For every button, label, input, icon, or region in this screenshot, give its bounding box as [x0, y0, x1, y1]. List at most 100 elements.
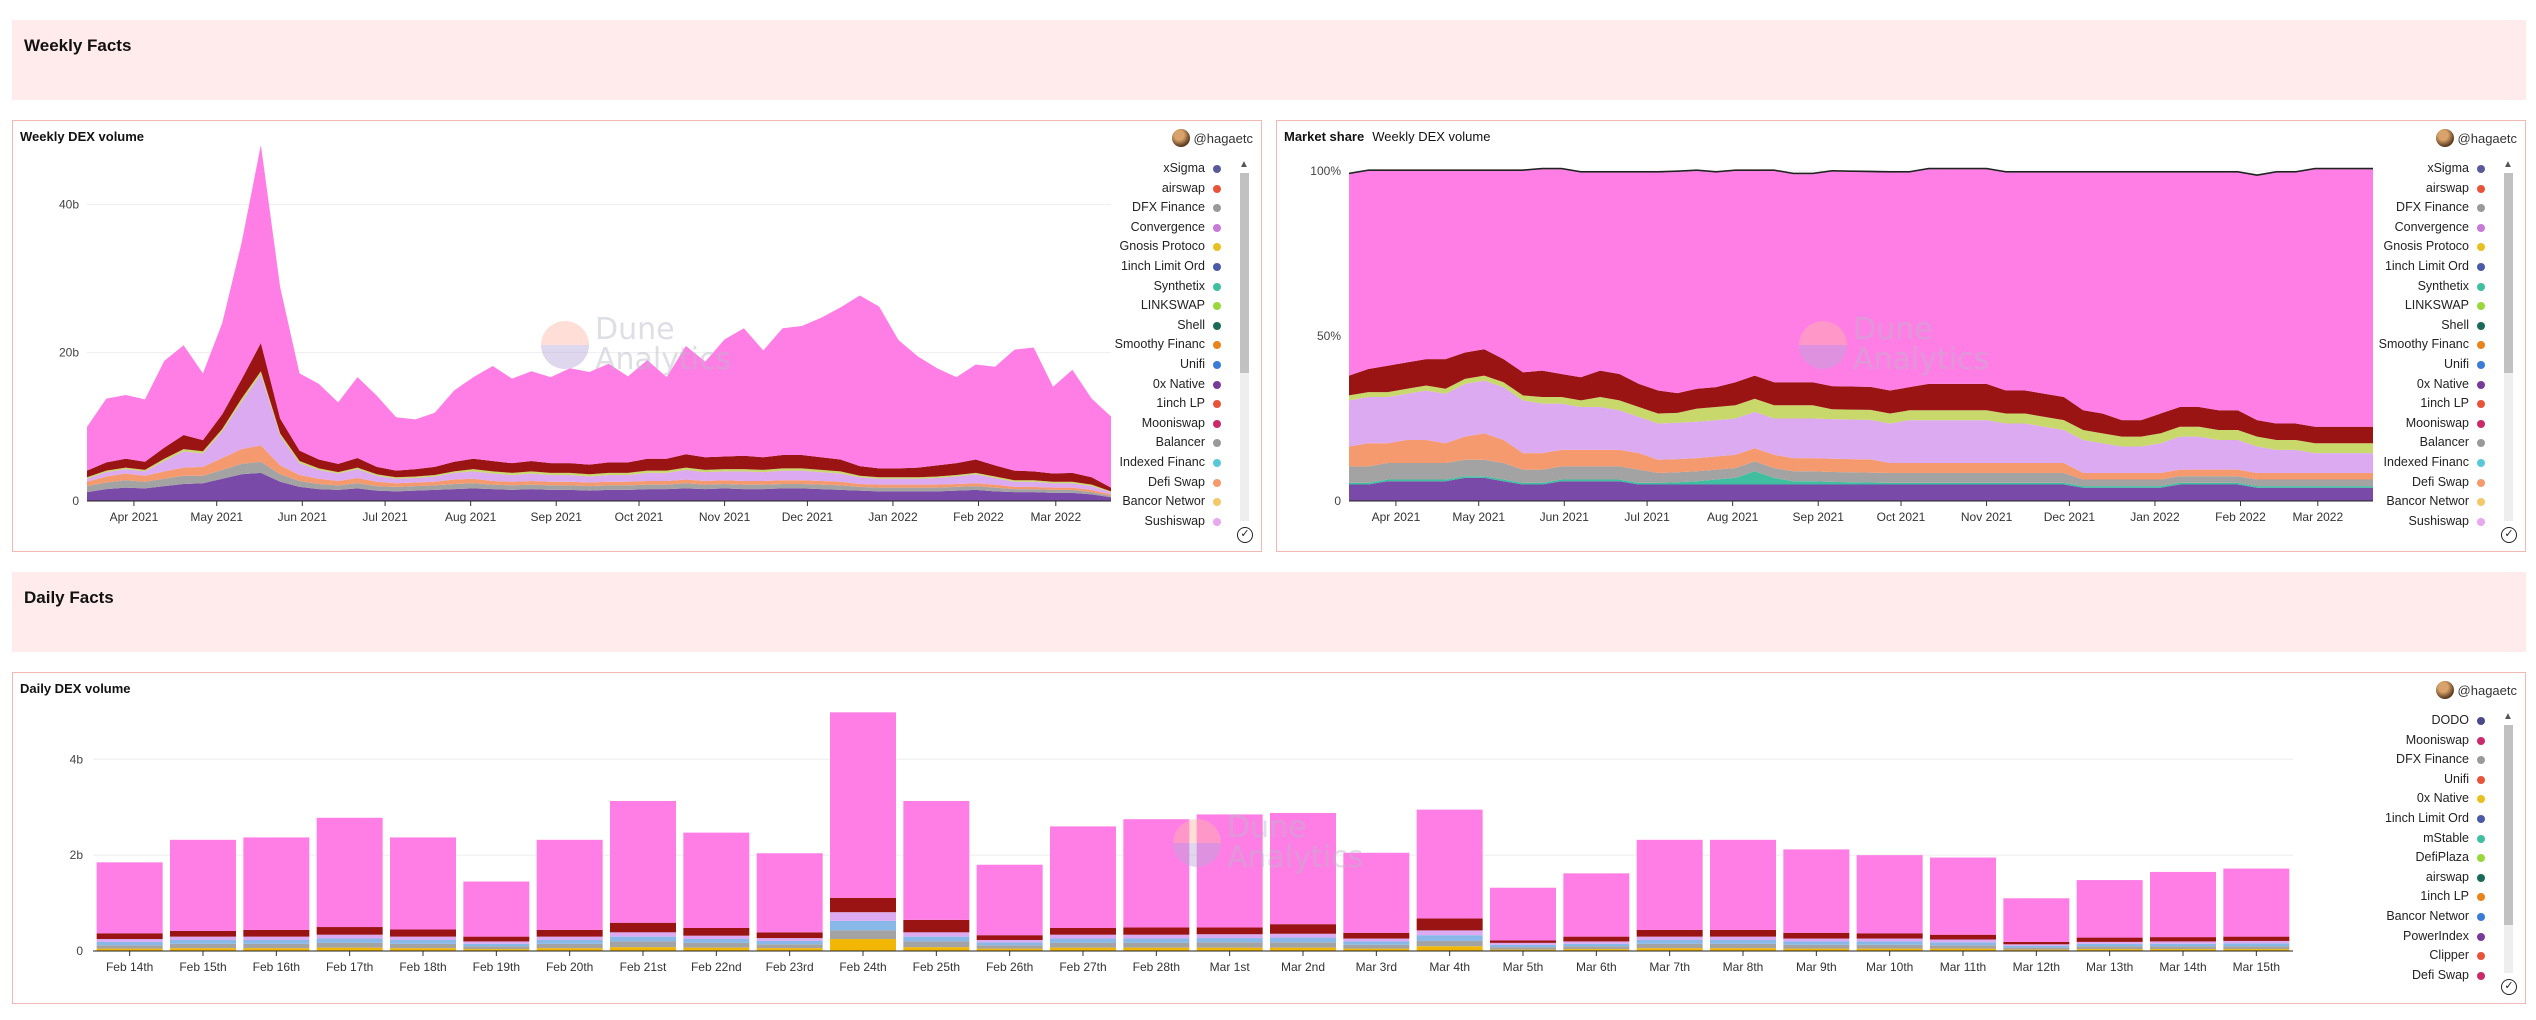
- bar-defi-swap[interactable]: [536, 839, 603, 930]
- bar-powerindex[interactable]: [830, 912, 896, 921]
- legend-item-balancer[interactable]: Balancer: [1077, 433, 1225, 453]
- bar-powerindex[interactable]: [463, 941, 530, 944]
- bar-defi-swap[interactable]: [2003, 898, 2070, 942]
- bar-defi-swap[interactable]: [1710, 839, 1776, 930]
- bar-defi-swap[interactable]: [390, 837, 456, 930]
- bar-powerindex[interactable]: [1123, 934, 1190, 939]
- bar-defi-swap[interactable]: [243, 837, 310, 930]
- legend-item-gnosis-protoco[interactable]: Gnosis Protoco: [1077, 237, 1225, 257]
- bar-0x-native[interactable]: [2150, 949, 2216, 951]
- legend-item-dfx-finance[interactable]: DFX Finance: [2341, 198, 2489, 218]
- bar-bancor-networ[interactable]: [976, 942, 1043, 946]
- bar-mooniswap[interactable]: [1050, 927, 1116, 935]
- bar-bancor-networ[interactable]: [2223, 943, 2290, 947]
- bar-powerindex[interactable]: [2223, 940, 2290, 944]
- bar-mooniswap[interactable]: [1123, 927, 1190, 935]
- bar-mooniswap[interactable]: [2223, 936, 2290, 941]
- bar-0x-native[interactable]: [243, 948, 310, 951]
- bar-dfx-finance[interactable]: [2076, 946, 2143, 950]
- bar-mooniswap[interactable]: [1710, 929, 1776, 937]
- bar-bancor-networ[interactable]: [536, 939, 603, 944]
- bar-0x-native[interactable]: [683, 947, 750, 951]
- bar-bancor-networ[interactable]: [1490, 944, 1556, 948]
- bar-powerindex[interactable]: [1416, 930, 1483, 936]
- legend-item-powerindex[interactable]: PowerIndex: [2341, 927, 2489, 947]
- legend-item-airswap[interactable]: airswap: [1077, 179, 1225, 199]
- bar-mooniswap[interactable]: [1563, 936, 1630, 942]
- bar-bancor-networ[interactable]: [1270, 937, 1336, 943]
- bar-mooniswap[interactable]: [610, 922, 676, 933]
- legend-item-linkswap[interactable]: LINKSWAP: [2341, 296, 2489, 316]
- bar-defi-swap[interactable]: [1416, 809, 1483, 919]
- bar-bancor-networ[interactable]: [1856, 941, 1923, 945]
- legend-item-airswap[interactable]: airswap: [2341, 179, 2489, 199]
- bar-powerindex[interactable]: [1196, 934, 1263, 939]
- bar-dfx-finance[interactable]: [1416, 940, 1483, 947]
- bar-powerindex[interactable]: [536, 936, 603, 940]
- legend-item-indexed-financ[interactable]: Indexed Financ: [2341, 453, 2489, 473]
- bar-mooniswap[interactable]: [316, 927, 383, 935]
- bar-bancor-networ[interactable]: [1563, 943, 1630, 947]
- bar-defi-swap[interactable]: [1563, 873, 1630, 937]
- bar-powerindex[interactable]: [170, 936, 236, 940]
- bar-mooniswap[interactable]: [243, 929, 310, 937]
- bar-0x-native[interactable]: [96, 948, 163, 951]
- bar-dfx-finance[interactable]: [976, 945, 1043, 949]
- legend-item-defi-swap[interactable]: Defi Swap: [2341, 473, 2489, 493]
- bar-bancor-networ[interactable]: [2003, 945, 2070, 948]
- bar-defi-swap[interactable]: [1490, 887, 1556, 941]
- scroll-thumb[interactable]: [2504, 173, 2513, 373]
- bar-powerindex[interactable]: [1563, 941, 1630, 944]
- bar-bancor-networ[interactable]: [390, 939, 456, 944]
- bar-defi-swap[interactable]: [830, 712, 896, 898]
- legend-item-mooniswap[interactable]: Mooniswap: [1077, 414, 1225, 434]
- series-0x-native[interactable]: [87, 371, 1111, 493]
- bar-0x-native[interactable]: [756, 948, 823, 951]
- bar-mooniswap[interactable]: [1490, 940, 1556, 943]
- bar-0x-native[interactable]: [536, 948, 603, 951]
- bar-mooniswap[interactable]: [2150, 937, 2216, 942]
- bar-dfx-finance[interactable]: [1930, 945, 1996, 949]
- bar-0x-native[interactable]: [1930, 948, 1996, 951]
- bar-defi-swap[interactable]: [2076, 880, 2143, 938]
- series-0x-native[interactable]: [1349, 375, 2373, 454]
- series-xsigma[interactable]: [1349, 167, 2373, 176]
- bar-mooniswap[interactable]: [2076, 937, 2143, 942]
- bar-bancor-networ[interactable]: [1343, 941, 1410, 945]
- legend-item-xsigma[interactable]: xSigma: [2341, 159, 2489, 179]
- series-balancer[interactable]: [87, 461, 1111, 498]
- bar-0x-native[interactable]: [316, 947, 383, 951]
- bar-mooniswap[interactable]: [830, 897, 896, 913]
- bar-bancor-networ[interactable]: [1636, 939, 1703, 944]
- bar-powerindex[interactable]: [1490, 942, 1556, 945]
- bar-0x-native[interactable]: [1343, 948, 1410, 951]
- bar-mooniswap[interactable]: [1783, 932, 1850, 939]
- legend-item-convergence[interactable]: Convergence: [2341, 218, 2489, 238]
- legend-item-balancer[interactable]: Balancer: [2341, 433, 2489, 453]
- legend-item-shell[interactable]: Shell: [2341, 316, 2489, 336]
- bar-bancor-networ[interactable]: [610, 936, 676, 942]
- bar-powerindex[interactable]: [1636, 936, 1703, 940]
- bar-powerindex[interactable]: [2150, 941, 2216, 944]
- bar-defi-swap[interactable]: [1930, 857, 1996, 935]
- bar-dfx-finance[interactable]: [2003, 947, 2070, 950]
- bar-defi-swap[interactable]: [316, 817, 383, 928]
- bar-mooniswap[interactable]: [903, 919, 970, 933]
- bar-0x-native[interactable]: [2223, 949, 2290, 951]
- series-unifi[interactable]: [1349, 477, 2373, 501]
- bar-powerindex[interactable]: [316, 934, 383, 939]
- bar-dfx-finance[interactable]: [1196, 942, 1263, 948]
- bar-mooniswap[interactable]: [2003, 941, 2070, 945]
- bar-bancor-networ[interactable]: [756, 940, 823, 945]
- check-icon[interactable]: ✓: [2501, 979, 2517, 995]
- legend-item-0x-native[interactable]: 0x Native: [1077, 375, 1225, 395]
- bar-powerindex[interactable]: [1856, 938, 1923, 942]
- bar-dfx-finance[interactable]: [683, 942, 750, 948]
- bar-mooniswap[interactable]: [756, 932, 823, 939]
- bar-dfx-finance[interactable]: [1783, 944, 1850, 949]
- bar-powerindex[interactable]: [2076, 941, 2143, 944]
- bar-0x-native[interactable]: [903, 947, 970, 951]
- legend-item-defi-swap[interactable]: Defi Swap: [1077, 473, 1225, 493]
- bar-dfx-finance[interactable]: [1636, 943, 1703, 949]
- legend-item-1inch-limit-ord[interactable]: 1inch Limit Ord: [2341, 257, 2489, 277]
